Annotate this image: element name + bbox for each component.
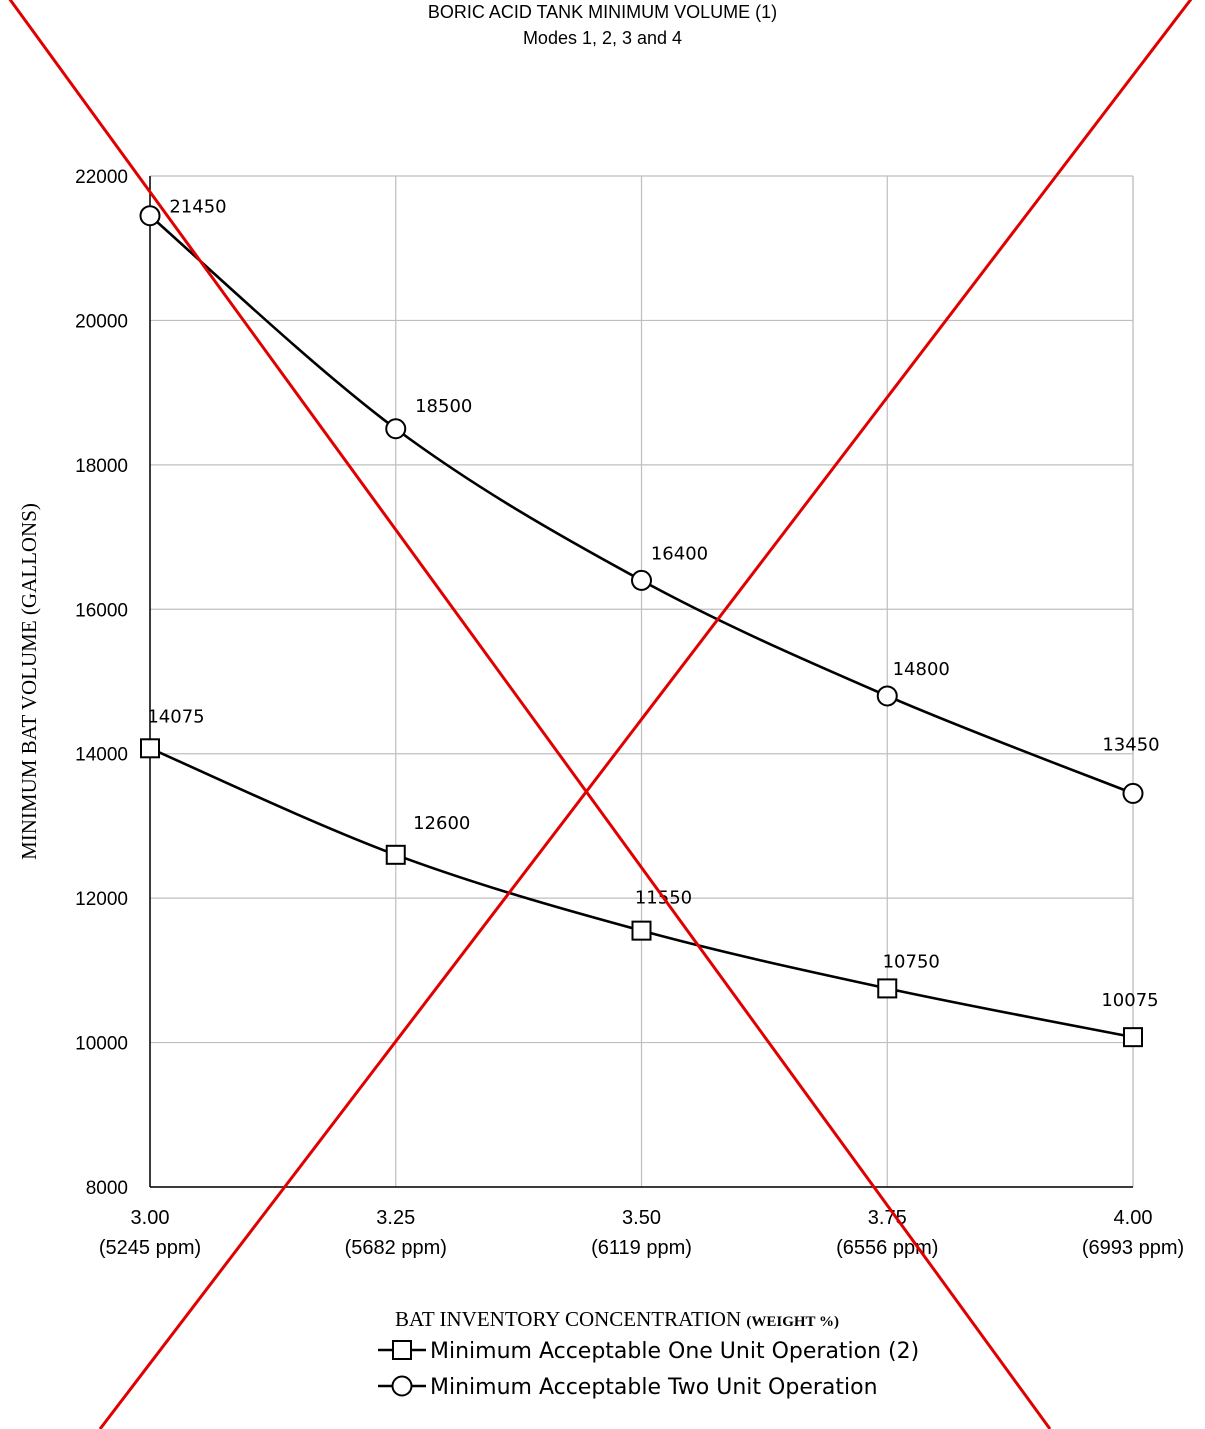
data-label: 12600: [413, 813, 470, 834]
data-point-square: [392, 1340, 412, 1360]
data-labels: 1407512600115501075010075214501850016400…: [147, 197, 1159, 1011]
y-axis-title: MINIMUM BAT VOLUME (GALLONS): [17, 503, 41, 860]
x-tick-label: 3.25: [376, 1207, 415, 1229]
x-tick-label: 4.00: [1114, 1207, 1153, 1229]
y-tick-label: 16000: [75, 600, 128, 621]
x-tick-label: 3.00: [131, 1207, 170, 1229]
data-point-square: [140, 738, 160, 759]
data-point-circle: [876, 685, 898, 707]
legend-entry: Minimum Acceptable Two Unit Operation: [430, 1375, 878, 1400]
chart-subtitle: Modes 1, 2, 3 and 4: [522, 28, 683, 48]
x-tick-sublabel: (6993 ppm): [1082, 1237, 1184, 1259]
y-tick-label: 22000: [75, 167, 128, 188]
series-layer: [139, 205, 1144, 1048]
data-point-square: [1123, 1027, 1143, 1048]
y-tick-label: 20000: [75, 311, 128, 332]
y-tick-label: 10000: [75, 1034, 128, 1055]
data-label: 16400: [651, 543, 708, 564]
data-label: 14075: [147, 706, 204, 727]
x-tick-label: 3.50: [622, 1207, 661, 1229]
x-tick-sublabel: (6119 ppm): [591, 1237, 692, 1259]
cross-line-diagonal-up: [98, 0, 1193, 1429]
y-tick-label: 14000: [75, 745, 128, 766]
cross-line-diagonal-down: [8, 0, 1052, 1429]
legend-entry: Minimum Acceptable One Unit Operation (2…: [430, 1339, 919, 1364]
data-point-circle: [1122, 782, 1144, 804]
data-point-circle: [391, 1375, 413, 1397]
data-point-square: [877, 978, 898, 999]
y-tick-label: 18000: [75, 456, 128, 477]
data-point-square: [385, 844, 406, 865]
y-tick-label: 8000: [86, 1178, 128, 1199]
data-label: 18500: [415, 396, 472, 417]
data-label: 14800: [893, 659, 950, 680]
data-label: 13450: [1102, 734, 1159, 755]
chart-title: BORIC ACID TANK MINIMUM VOLUME (1): [427, 2, 778, 22]
x-tick-label: 3.75: [868, 1207, 907, 1229]
data-label: 10075: [1101, 990, 1158, 1011]
x-tick-sublabel: (5245 ppm): [99, 1237, 201, 1259]
x-tick-sublabel: (5682 ppm): [345, 1237, 447, 1259]
data-label: 21450: [169, 197, 226, 218]
grid: [149, 175, 1134, 1188]
y-tick-label: 12000: [75, 889, 128, 910]
data-label: 10750: [883, 951, 940, 972]
data-point-square: [631, 920, 652, 941]
legend: Minimum Acceptable One Unit Operation (2…: [378, 1339, 919, 1400]
axes: 8000 10000 12000 14000 16000 18000 20000 22000 3…: [17, 167, 1184, 1331]
data-point-circle: [139, 205, 161, 227]
x-axis-title: BAT INVENTORY CONCENTRATION (WEIGHT %): [395, 1307, 839, 1331]
cross-out-overlay: [8, 0, 1193, 1429]
data-point-circle: [385, 418, 407, 440]
data-point-circle: [631, 569, 652, 591]
